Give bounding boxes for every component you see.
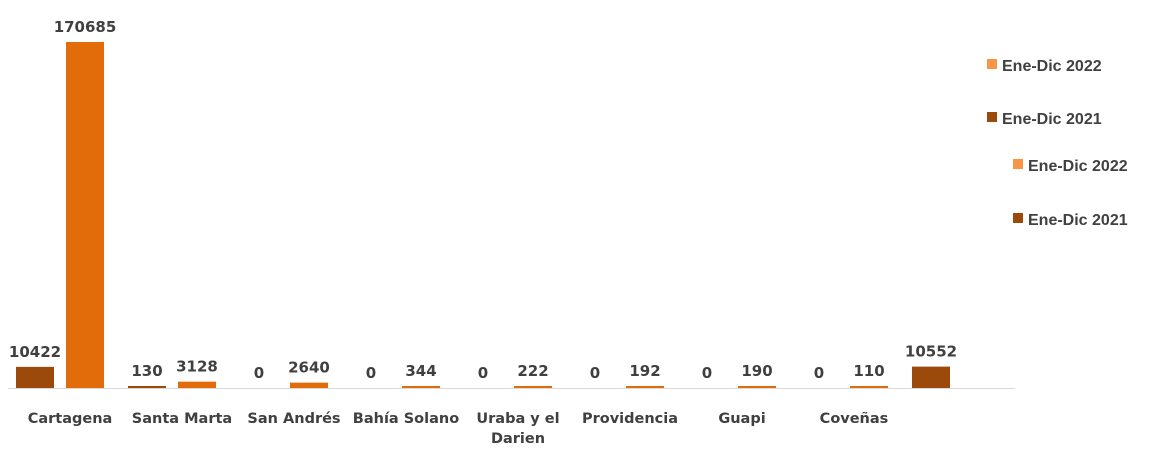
- value-label-2022-7: 110: [853, 362, 884, 380]
- value-label-2022-0: 170685: [54, 18, 117, 36]
- legend-swatch-1: [987, 112, 997, 122]
- value-label-2021-4: 0: [478, 364, 488, 382]
- category-label-7: Coveñas: [820, 411, 889, 427]
- bar-2022-7: [850, 386, 888, 388]
- bar-2022-6: [738, 386, 776, 388]
- category-label-0: Cartagena: [28, 411, 113, 427]
- value-labels-layer: 10422 170685 130 3128 0 2640 0 344 0 222 0 192 0 190 0…: [9, 18, 957, 382]
- bar-2022-0: [66, 42, 104, 388]
- legend-swatch-3: [1013, 213, 1023, 223]
- value-label-2021-3: 0: [366, 364, 376, 382]
- category-label-1: Santa Marta: [132, 411, 232, 427]
- category-label-5: Providencia: [582, 411, 678, 427]
- value-label-2021-0: 10422: [9, 343, 61, 361]
- bar-2022-2: [290, 382, 328, 388]
- value-label-2021-5: 0: [590, 364, 600, 382]
- category-label-4-line-1: Darien: [491, 431, 545, 447]
- value-label-2021-2: 0: [254, 364, 264, 382]
- value-label-2022-4: 222: [517, 362, 548, 380]
- category-label-2: San Andrés: [247, 411, 340, 427]
- value-label-2022-1: 3128: [176, 358, 218, 376]
- legend-label-0: Ene-Dic 2022: [1002, 58, 1102, 75]
- legend-swatch-0: [987, 59, 997, 69]
- category-label-4-line-0: Uraba y el: [476, 411, 559, 427]
- value-label-2021-6: 0: [702, 364, 712, 382]
- value-label-2021-7: 0: [814, 364, 824, 382]
- value-label-2022-3: 344: [405, 362, 436, 380]
- bar-2022-3: [402, 386, 440, 388]
- legend: Ene-Dic 2022 Ene-Dic 2021 Ene-Dic 2022 Ene-…: [987, 58, 1128, 229]
- category-label-3: Bahía Solano: [353, 411, 459, 427]
- category-labels-layer: Cartagena Santa Marta San Andrés Bahía Sola…: [28, 411, 889, 447]
- value-label-2022-6: 190: [741, 362, 772, 380]
- bars-layer: [16, 42, 950, 388]
- value-label-2021-8: 10552: [905, 343, 957, 361]
- legend-label-3: Ene-Dic 2021: [1028, 212, 1128, 229]
- category-label-6: Guapi: [718, 411, 765, 427]
- legend-label-2: Ene-Dic 2022: [1028, 158, 1128, 175]
- legend-swatch-2: [1013, 159, 1023, 169]
- bar-2021-1: [128, 386, 166, 388]
- bar-2022-4: [514, 386, 552, 388]
- value-label-2021-1: 130: [131, 362, 162, 380]
- bar-2022-1: [178, 381, 216, 388]
- legend-label-1: Ene-Dic 2021: [1002, 111, 1102, 128]
- bar-2021-0: [16, 366, 54, 388]
- bar-2022-5: [626, 386, 664, 388]
- value-label-2022-2: 2640: [288, 359, 330, 377]
- bar-2021-8: [912, 366, 950, 388]
- value-label-2022-5: 192: [629, 362, 660, 380]
